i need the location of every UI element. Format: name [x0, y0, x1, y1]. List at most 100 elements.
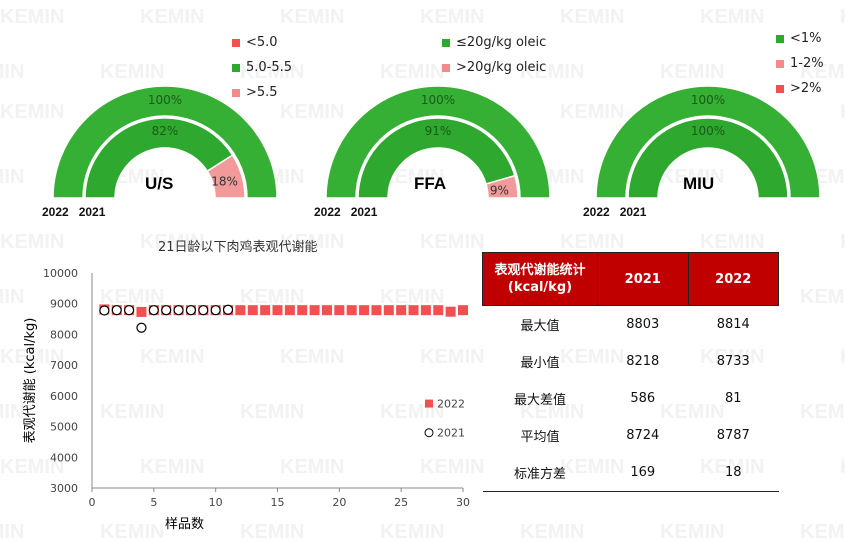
table-cell: 平均值	[520, 430, 560, 445]
legend-label: <5.0	[246, 35, 278, 50]
point-2022	[408, 305, 419, 316]
legend-swatch	[776, 59, 784, 68]
y-tick-label: 8000	[50, 328, 78, 341]
us-years: 2022 2021	[42, 205, 106, 219]
watermark-text: KEMIN	[700, 6, 764, 28]
watermark-text: KEMIN	[840, 346, 845, 368]
table-cell: 586	[630, 391, 656, 406]
point-2021	[173, 305, 184, 316]
point-2022	[433, 305, 444, 316]
table-cell: 最大值	[520, 319, 560, 334]
watermark-text: KEMIN	[800, 521, 845, 542]
table-cell: 8733	[716, 354, 750, 369]
legend-label: >2%	[790, 81, 822, 96]
y-tick-label: 6000	[50, 390, 78, 403]
y-tick-label: 9000	[50, 298, 78, 311]
x-tick-label: 20	[332, 496, 346, 509]
point-2022	[284, 305, 295, 316]
point-2022	[136, 306, 147, 317]
watermark-text: KEMIN	[840, 6, 845, 28]
y-tick-label: 4000	[50, 451, 78, 464]
inner-label: 82%	[152, 124, 179, 138]
outer-label: 100%	[691, 93, 725, 107]
point-2022	[272, 305, 283, 316]
point-2022	[383, 305, 394, 316]
point-2021	[124, 305, 135, 316]
legend-swatch	[442, 38, 450, 47]
table-header-cell: 2022	[687, 252, 779, 306]
stats-table: 表观代谢能统计 (kcal/kg) 2021 2022 最大值 8803 8814 …	[482, 252, 779, 492]
legend-item: >5.5	[232, 80, 292, 105]
point-2022	[334, 305, 345, 316]
watermark-text: KEMIN	[140, 6, 204, 28]
legend-swatch	[442, 63, 450, 72]
legend-label-2022: 2022	[437, 398, 465, 411]
legend-label-2021: 2021	[437, 427, 465, 440]
watermark-text: KEMIN	[0, 166, 24, 188]
inner-ring-arc	[627, 117, 789, 199]
watermark-text: KEMIN	[660, 521, 724, 542]
legend-label: <1%	[790, 31, 822, 46]
table-cell: 8218	[626, 354, 660, 369]
watermark-text: KEMIN	[520, 521, 584, 542]
table-header-cell: 2021	[597, 252, 689, 306]
inner-ring-arc	[84, 117, 234, 199]
point-2022	[396, 305, 407, 316]
point-2021	[111, 305, 122, 316]
miu-title: MIU	[683, 174, 715, 193]
us-gauge: 100% 82% 18%	[48, 85, 282, 199]
legend-item: >20g/kg oleic	[442, 55, 546, 80]
watermark-text: KEMIN	[700, 231, 764, 253]
legend-item: 1-2%	[776, 51, 824, 76]
y-tick-label: 7000	[50, 359, 78, 372]
point-2022	[297, 305, 308, 316]
ffa-legend: ≤20g/kg oleic >20g/kg oleic	[442, 30, 546, 80]
point-2022	[309, 305, 320, 316]
watermark-text: KEMIN	[800, 401, 845, 423]
legend-swatch	[776, 34, 784, 43]
x-tick-label: 0	[89, 496, 96, 509]
table-row: 最大值 8803 8814	[483, 306, 779, 344]
inner-label: 91%	[425, 124, 452, 138]
legend-label: >20g/kg oleic	[456, 60, 547, 75]
watermark-text: KEMIN	[840, 101, 845, 123]
table-cell: 最小值	[520, 356, 560, 371]
table-row: 最大差值 586 81	[483, 380, 779, 417]
outer-label: 100%	[421, 93, 455, 107]
legend-label: >5.5	[246, 85, 278, 100]
point-2022	[359, 305, 370, 316]
point-2022	[346, 305, 357, 316]
table-cell: 169	[597, 454, 688, 492]
point-2021	[136, 322, 147, 333]
table-row: 标准方差 169 18	[482, 454, 779, 492]
table-cell: 81	[724, 391, 742, 406]
watermark-text: KEMIN	[840, 456, 845, 478]
point-2022	[321, 305, 332, 316]
legend-swatch	[776, 84, 784, 93]
point-2022	[260, 305, 271, 316]
point-2021	[210, 305, 221, 316]
point-2021	[161, 305, 172, 316]
point-2022	[458, 305, 468, 316]
ffa-title: FFA	[414, 174, 447, 193]
y-tick-label: 10000	[43, 267, 78, 280]
watermark-text: KEMIN	[0, 61, 24, 83]
point-2022	[420, 305, 431, 316]
x-tick-label: 5	[150, 496, 157, 509]
point-2022	[445, 306, 456, 317]
table-cell: 18	[688, 454, 779, 492]
point-2021	[185, 305, 197, 316]
inner-rest-label: 9%	[490, 183, 509, 197]
point-2021	[198, 305, 209, 316]
us-title: U/S	[145, 174, 174, 193]
watermark-text: KEMIN	[280, 6, 344, 28]
legend-swatch	[232, 38, 240, 47]
outer-label: 100%	[148, 93, 182, 107]
watermark-text: KEMIN	[0, 231, 64, 253]
table-cell: 8803	[626, 317, 660, 332]
table-cell: 最大差值	[513, 393, 566, 408]
x-tick-label: 30	[456, 496, 470, 509]
table-cell: 标准方差	[482, 454, 598, 492]
point-2022	[247, 305, 258, 316]
table-cell: 8787	[716, 428, 750, 443]
